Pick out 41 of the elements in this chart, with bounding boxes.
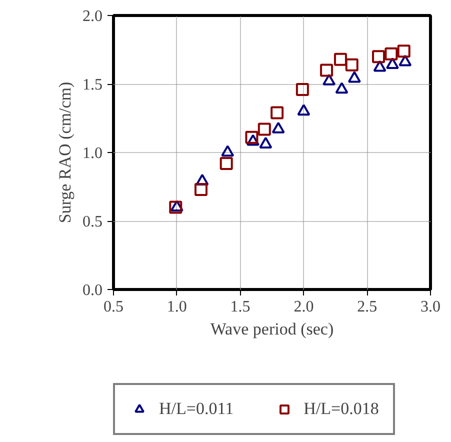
point [196, 174, 209, 186]
legend-label: H/L=0.011 [159, 399, 234, 419]
point [259, 136, 272, 148]
point [296, 82, 309, 96]
x-tick-label: 2.5 [357, 298, 378, 316]
point [245, 130, 258, 144]
y-tick-label: 0.0 [82, 282, 102, 299]
point [258, 122, 271, 136]
point [320, 64, 334, 77]
point [270, 106, 284, 120]
point [194, 182, 208, 196]
y-tick-label: 2.0 [82, 8, 102, 25]
x-tick-label: 2.0 [294, 298, 314, 316]
x-tick-label: 3.0 [420, 298, 440, 316]
x-tick-label: 1.0 [166, 298, 187, 316]
y-tick-label: 0.5 [82, 214, 102, 230]
point [272, 122, 285, 134]
point [221, 145, 234, 157]
y-tick-label: 1.0 [82, 145, 102, 162]
legend-label: H/L=0.018 [304, 399, 379, 419]
point [335, 82, 348, 94]
point [220, 156, 233, 170]
x-tick-label: 1.5 [230, 298, 250, 316]
point [169, 200, 182, 214]
point [170, 200, 184, 212]
x-axis-title: Wave period (sec) [210, 320, 334, 338]
point [372, 50, 386, 64]
point [322, 74, 336, 86]
point [345, 58, 358, 72]
point [398, 54, 412, 66]
y-axis-title: Surge RAO (cm/cm) [56, 82, 74, 224]
point [297, 104, 310, 116]
point [246, 134, 260, 146]
point [373, 60, 386, 72]
point [348, 71, 361, 83]
point [386, 57, 399, 69]
point [397, 44, 410, 58]
y-tick-label: 1.5 [82, 76, 102, 94]
point [334, 52, 347, 66]
x-tick-label: 0.5 [104, 298, 124, 316]
point [384, 47, 398, 60]
